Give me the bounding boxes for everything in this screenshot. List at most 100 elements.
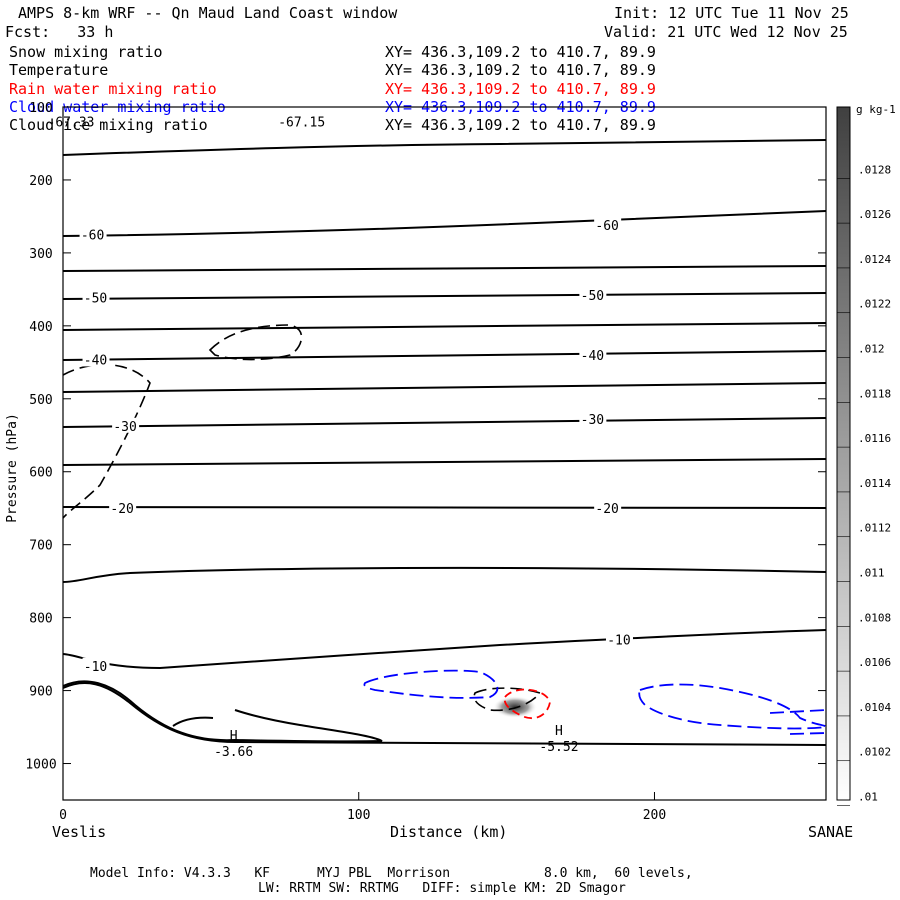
colorbar-label: .0114 — [858, 477, 891, 490]
colorbar-label: .0124 — [858, 253, 891, 266]
isotherm-35 — [62, 382, 827, 393]
y-tick-label: 900 — [29, 685, 52, 700]
temperature-contours — [62, 139, 827, 746]
cloud-water-contours — [363, 669, 827, 735]
snow-contours — [62, 324, 542, 712]
legend-label-snow: Snow mixing ratio — [9, 43, 163, 61]
isotherm-label: -50 — [84, 291, 107, 306]
y-tick-label: 1000 — [25, 758, 56, 773]
legend-xy-cloud-ice: XY= 436.3,109.2 to 410.7, 89.9 — [385, 116, 656, 134]
snow-contour-mid — [473, 687, 542, 712]
colorbar-label: .0104 — [858, 701, 891, 714]
colorbar-label: .01 — [858, 791, 878, 804]
legend-xy-rain: XY= 436.3,109.2 to 410.7, 89.9 — [385, 80, 656, 98]
isotherm-label-bg — [109, 500, 137, 516]
colorbar-label: .0122 — [858, 298, 891, 311]
plot-frame — [62, 106, 827, 801]
isotherm-label: -40 — [581, 349, 604, 364]
isotherm-label: -30 — [581, 413, 604, 428]
colorbar-label: .0118 — [858, 387, 891, 400]
snow-contour-left — [62, 363, 151, 519]
isotherm-label-bg — [82, 289, 110, 305]
isotherm-label-bg — [112, 417, 140, 433]
cloud-water-contour-3 — [769, 709, 827, 714]
isotherm-15 — [62, 566, 827, 583]
y-tick-label: 100 — [29, 101, 52, 116]
isotherm-label-bg — [594, 500, 622, 516]
isotherm-65 — [62, 139, 827, 156]
valid-time: Valid: 21 UTC Wed 12 Nov 25 — [604, 23, 848, 41]
model-info: Model Info: V4.3.3 KF MYJ PBL Morrison 8… — [90, 866, 693, 881]
extremum-annotation: -3.66 — [214, 745, 253, 760]
isotherm-label: -10 — [607, 634, 630, 649]
isotherm-label-bg — [579, 411, 607, 427]
isotherm-label-bg — [79, 226, 107, 242]
x-axis: 0 100 200 — [59, 792, 666, 823]
legend-xy-temperature: XY= 436.3,109.2 to 410.7, 89.9 — [385, 61, 656, 79]
legend-label-rain: Rain water mixing ratio — [9, 80, 217, 98]
colorbar: .0128 .0126 .0124 .0122 .012 .0118 .0116 .0114.… — [836, 106, 891, 806]
cloud-water-contour-4 — [789, 732, 827, 735]
isotherm-label: -40 — [84, 353, 107, 368]
isotherm-20 — [62, 505, 827, 509]
isotherm-label: -30 — [113, 420, 136, 435]
y-tick-label: 600 — [29, 466, 52, 481]
y-tick-label: 400 — [29, 320, 52, 335]
isotherm-label-bg — [82, 657, 110, 673]
colorbar-label: .0102 — [858, 746, 891, 759]
colorbar-label: .0128 — [858, 163, 891, 176]
cloud-water-contour-1 — [363, 669, 499, 699]
colorbar-label: .0116 — [858, 432, 891, 445]
chart-title: AMPS 8-km WRF -- Qn Maud Land Coast wind… — [18, 4, 398, 22]
isotherm-label: -60 — [81, 229, 104, 244]
isotherm-label-bg — [579, 347, 607, 363]
legend-label-temperature: Temperature — [9, 61, 109, 79]
isotherm-40 — [62, 350, 827, 361]
isotherm-60 — [62, 210, 827, 237]
x-tick-label: 0 — [59, 808, 67, 823]
colorbar-unit: g kg-1 — [856, 103, 896, 116]
isotherm-10 — [62, 629, 827, 670]
right-endpoint: SANAE — [808, 823, 854, 841]
extremum-annotation: H — [555, 724, 563, 739]
forecast-hour: Fcst: 33 h — [5, 23, 114, 41]
isotherm-label-bg — [579, 287, 607, 303]
y-axis: 100 200 300 400 500 600 700 800 900 1000 — [25, 101, 826, 773]
rain-contour — [503, 688, 551, 720]
isotherm-45 — [62, 322, 827, 331]
isotherm-5 — [62, 682, 827, 746]
isotherm-30 — [62, 417, 827, 428]
isotherm-5b — [62, 680, 383, 743]
extremum-annotation: -67.15 — [278, 116, 325, 131]
y-tick-label: 800 — [29, 612, 52, 627]
colorbar-label: .012 — [858, 343, 885, 356]
isotherm-25 — [62, 458, 827, 466]
x-tick-label: 200 — [643, 808, 666, 823]
isotherm-inner — [172, 716, 214, 727]
isotherm-label: -50 — [581, 289, 604, 304]
colorbar-label: .0108 — [858, 611, 891, 624]
legend-label-cloud-ice: Cloud ice mixing ratio — [9, 116, 208, 134]
model-info-2: LW: RRTM SW: RRTMG DIFF: simple KM: 2D S… — [258, 881, 626, 896]
isotherm-label: -20 — [110, 502, 133, 517]
isotherm-label-bg — [605, 631, 633, 647]
extremum-annotation: -5.52 — [539, 740, 578, 755]
legend-xy-snow: XY= 436.3,109.2 to 410.7, 89.9 — [385, 43, 656, 61]
isotherm-50 — [62, 292, 827, 300]
isotherm-label-bg — [594, 217, 622, 233]
snow-maximum-shading — [493, 696, 537, 718]
init-time: Init: 12 UTC Tue 11 Nov 25 — [614, 4, 849, 22]
y-tick-label: 700 — [29, 539, 52, 554]
isotherm-label-bg — [82, 351, 110, 367]
x-tick-label: 100 — [347, 808, 370, 823]
y-axis-title: Pressure (hPa) — [4, 413, 20, 523]
colorbar-gradient — [836, 106, 851, 801]
colorbar-label: .0126 — [858, 208, 891, 221]
isotherm-label: -10 — [84, 660, 107, 675]
left-endpoint: Veslis — [52, 823, 107, 841]
colorbar-label: .0106 — [858, 656, 891, 669]
x-axis-title: Distance (km) — [390, 823, 508, 841]
colorbar-label: .0112 — [858, 522, 891, 535]
y-tick-label: 200 — [29, 174, 52, 189]
